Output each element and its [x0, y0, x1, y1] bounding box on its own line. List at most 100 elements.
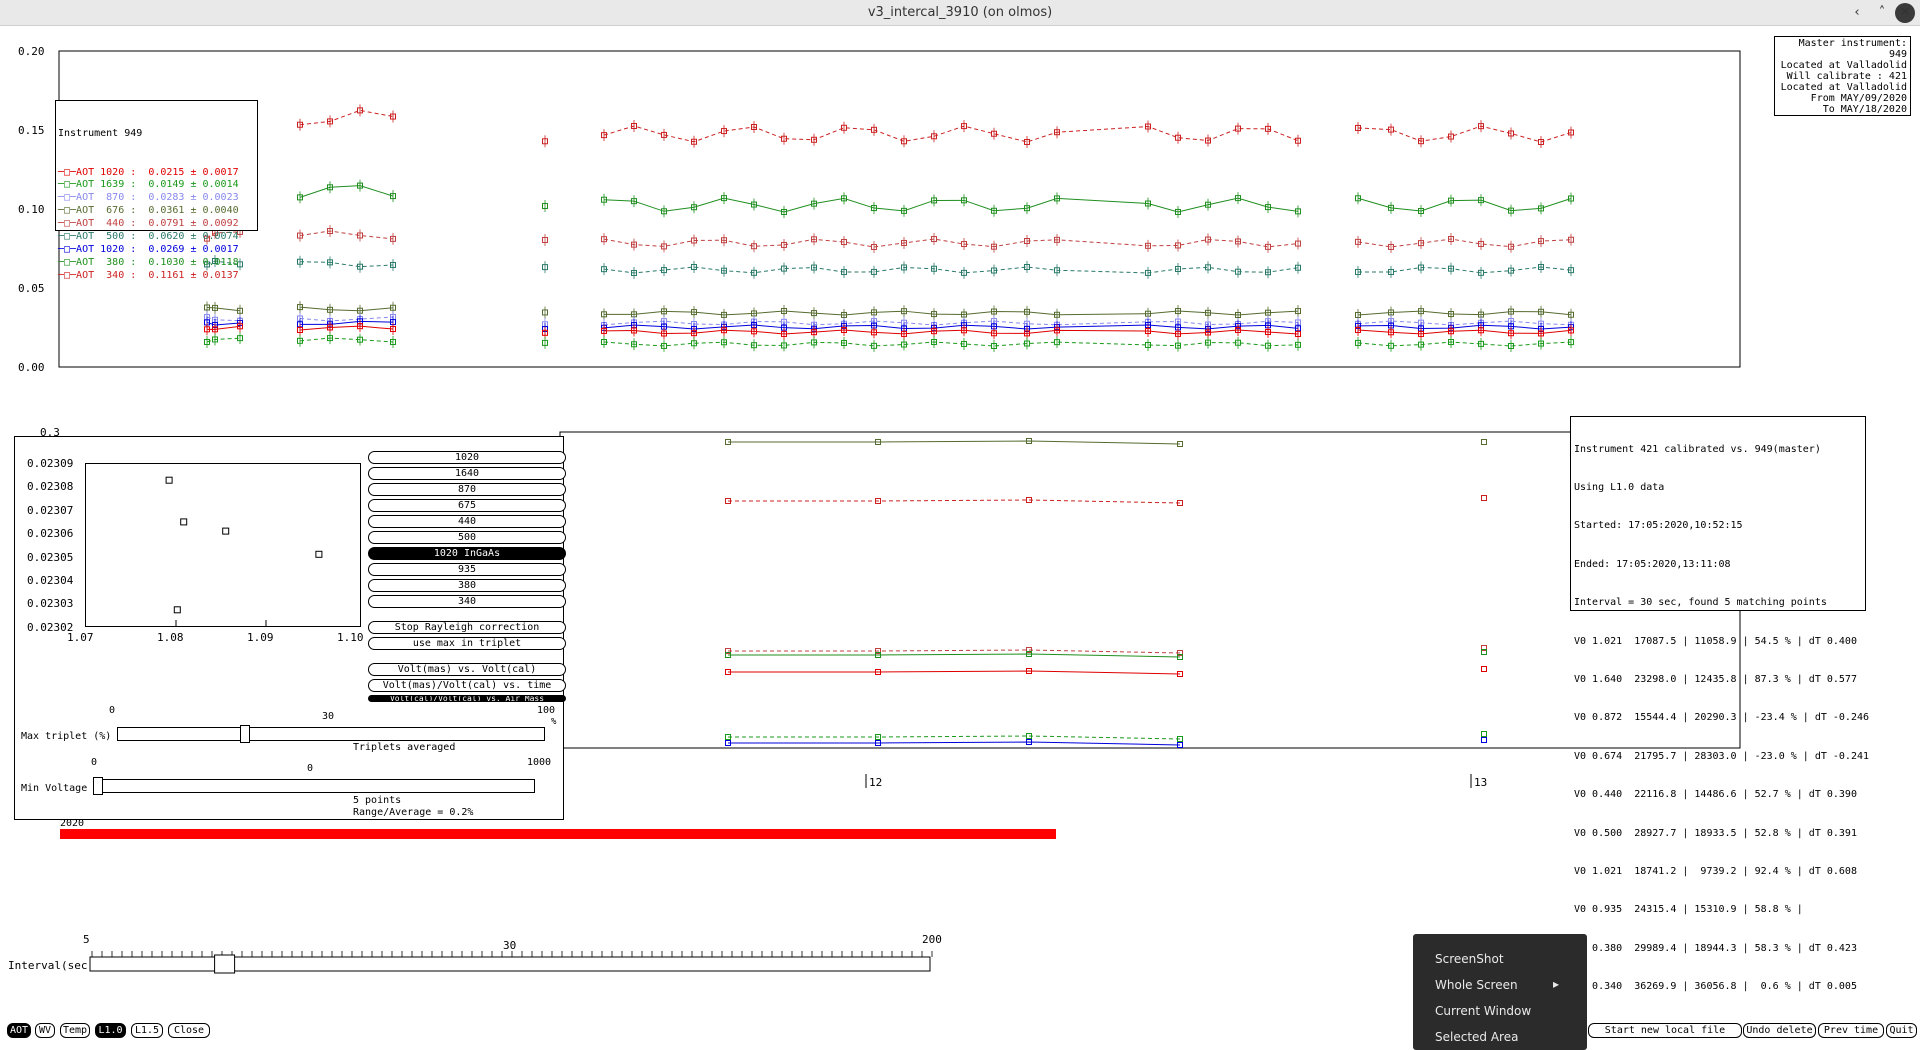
wavelength-button[interactable]: 935 — [368, 563, 566, 576]
temp-button[interactable]: Temp — [60, 1023, 90, 1038]
wavelength-button[interactable]: 380 — [368, 579, 566, 592]
max-triplet-label: Max triplet (%) — [21, 731, 112, 742]
interval-slider-track[interactable] — [89, 956, 931, 972]
min-voltage-slider-thumb[interactable] — [93, 777, 103, 795]
legend-entry-label: ─□─AOT 676 : — [58, 205, 149, 217]
master-info-box: Master instrument: 949 Located at Vallad… — [1774, 36, 1911, 116]
prev-time-button[interactable]: Prev time — [1818, 1023, 1884, 1038]
triplet-point[interactable] — [165, 476, 173, 484]
max-triplet-tick-0: 0 — [109, 705, 116, 716]
plot-ratio-vs-time-button[interactable]: Volt(mas)/Volt(cal) vs. time — [368, 679, 566, 692]
wavelength-button[interactable]: 870 — [368, 483, 566, 496]
min-voltage-slider[interactable] — [95, 779, 535, 793]
lower-series-marker — [1177, 441, 1183, 447]
series-line — [299, 325, 394, 331]
series-line — [206, 325, 241, 330]
lower-series-marker — [1481, 439, 1487, 445]
close-button[interactable]: Close — [168, 1023, 210, 1038]
lower-series-marker — [725, 648, 731, 654]
menu-item-screenshot[interactable]: ScreenShot — [1435, 952, 1504, 966]
wavelength-button[interactable]: 1020 InGaAs — [368, 547, 566, 560]
legend-entry: ─□─AOT 380 : 0.1030 ± 0.0118 — [58, 257, 255, 270]
legend-entry: ─□─AOT 1020 : 0.0269 ± 0.0017 — [58, 244, 255, 257]
interval-tick-mid: 30 — [503, 939, 516, 952]
wavelength-button[interactable]: 500 — [368, 531, 566, 544]
interval-slider-thumb[interactable] — [214, 954, 236, 974]
series-line — [603, 125, 1299, 143]
lower-series-marker — [1026, 651, 1032, 657]
legend-entry: ─□─AOT 440 : 0.0791 ± 0.0092 — [58, 218, 255, 231]
quit-button[interactable]: Quit — [1886, 1023, 1917, 1038]
master-line: Master instrument: 949 — [1798, 38, 1907, 60]
series-line — [299, 337, 394, 343]
top-plot-ytick: 0.10 — [18, 203, 45, 216]
legend-entry: ─□─AOT 676 : 0.0361 ± 0.0040 — [58, 205, 255, 218]
triplet-ytick: 0.02302 — [27, 620, 74, 634]
max-in-triplet-button[interactable]: use max in triplet — [368, 637, 566, 650]
triplet-point[interactable] — [173, 606, 181, 614]
triplet-point[interactable] — [180, 518, 188, 526]
series-line — [206, 337, 241, 343]
lower-series-marker — [1481, 495, 1487, 501]
rayleigh-button[interactable]: Stop Rayleigh correction — [368, 621, 566, 634]
start-new-local-file-button[interactable]: Start new local file — [1588, 1023, 1742, 1038]
undo-delete-button[interactable]: Undo delete — [1743, 1023, 1816, 1038]
wavelength-button[interactable]: 1640 — [368, 467, 566, 480]
calib-line: V0 1.640 23298.0 | 12435.8 | 87.3 % | dT… — [1574, 673, 1857, 685]
wavelength-button[interactable]: 340 — [368, 595, 566, 608]
legend-entry-label: ─□─AOT 1020 : — [58, 243, 149, 255]
max-triplet-slider[interactable] — [117, 727, 545, 741]
series-line — [603, 238, 1299, 248]
l10-button[interactable]: L1.0 — [95, 1023, 126, 1038]
menu-item-whole-screen[interactable]: Whole Screen — [1435, 978, 1518, 992]
series-line — [603, 324, 1299, 330]
plot-volt-vs-volt-button[interactable]: Volt(mas) vs. Volt(cal) — [368, 663, 566, 676]
calib-line: Instrument 421 calibrated vs. 949(master… — [1574, 443, 1821, 455]
calib-line: V0 0.935 24315.4 | 15310.9 | 58.8 % | — [1574, 904, 1803, 916]
lower-series-marker — [875, 648, 881, 654]
master-line: Located at Valladolid — [1780, 82, 1907, 93]
wavelength-button[interactable]: 440 — [368, 515, 566, 528]
time-range-bar[interactable] — [60, 829, 1056, 839]
wavelength-button[interactable]: 1020 — [368, 451, 566, 464]
minimize-icon[interactable]: ‹ — [1854, 5, 1860, 20]
max-triplet-slider-thumb[interactable] — [240, 725, 251, 743]
l15-button[interactable]: L1.5 — [131, 1023, 163, 1038]
lower-series-marker — [1481, 731, 1487, 737]
legend-title: Instrument 949 — [58, 127, 143, 139]
maximize-icon[interactable]: ˄ — [1878, 5, 1886, 20]
lower-series-marker — [1177, 671, 1183, 677]
legend-entry-value: 0.0283 ± 0.0023 — [148, 192, 239, 204]
series-line — [299, 185, 394, 198]
series-line — [299, 316, 394, 322]
triplet-scatter-plot[interactable] — [85, 463, 361, 627]
series-line — [603, 266, 1299, 274]
lower-series-marker — [1026, 497, 1032, 503]
calib-line: Using L1.0 data — [1574, 481, 1665, 493]
top-plot-ytick: 0.05 — [18, 282, 45, 295]
triplet-point[interactable] — [222, 527, 230, 535]
wavelength-button[interactable]: 675 — [368, 499, 566, 512]
interval-slider-ticks — [91, 951, 933, 957]
menu-item-current-window[interactable]: Current Window — [1435, 1004, 1532, 1018]
series-line — [1357, 329, 1572, 335]
lower-series-marker — [1026, 647, 1032, 653]
close-icon[interactable]: ✕ — [1895, 3, 1915, 23]
triplet-xtick: 1.07 — [67, 631, 94, 644]
wv-button[interactable]: WV — [35, 1023, 55, 1038]
series-line — [603, 341, 1299, 347]
triplet-ytick: 0.02307 — [27, 503, 74, 517]
legend-entry-value: 0.0620 ± 0.0074 — [148, 231, 239, 243]
series-line — [299, 261, 394, 268]
top-plot-ytick: 0.00 — [18, 361, 45, 374]
min-voltage-label: Min Voltage — [21, 783, 88, 794]
lower-series-marker — [1026, 733, 1032, 739]
menu-item-selected-area[interactable]: Selected Area — [1435, 1030, 1519, 1044]
lower-series-line — [728, 670, 1181, 675]
legend-entry: ─□─AOT 340 : 0.1161 ± 0.0137 — [58, 270, 255, 283]
plot-ratio-vs-airmass-button[interactable]: Volt(cal)/Volt(cal) vs. Air Mass — [368, 695, 566, 702]
aot-button[interactable]: AOT — [7, 1023, 31, 1038]
triplet-point[interactable] — [315, 550, 323, 558]
triplet-ytick: 0.02306 — [27, 527, 74, 541]
